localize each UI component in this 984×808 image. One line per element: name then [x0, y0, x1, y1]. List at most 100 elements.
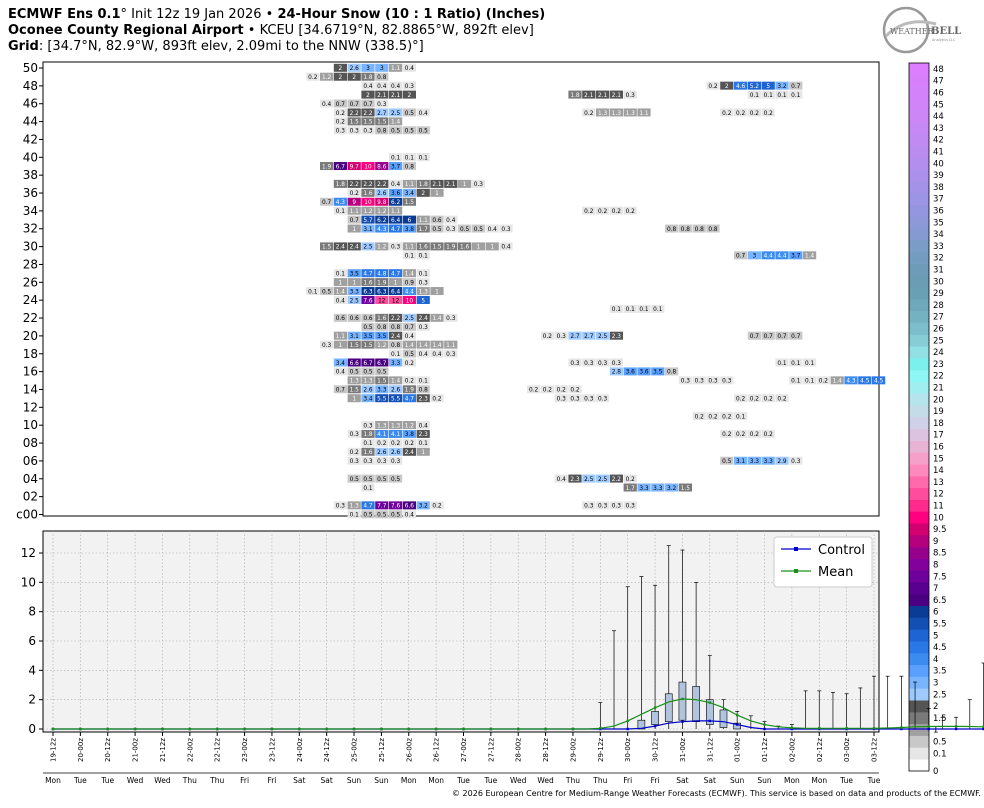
control-marker	[982, 727, 984, 731]
table-cell-value: 0.6	[336, 316, 346, 322]
table-cell-value: 0.1	[419, 379, 429, 385]
colorbar-swatch	[909, 487, 929, 500]
colorbar-swatch	[909, 310, 929, 323]
table-cell: 5.5	[375, 394, 389, 403]
table-cell: 1.3	[623, 108, 637, 117]
table-cell-fill	[375, 278, 389, 287]
table-cell: 0.8	[665, 367, 679, 376]
table-cell-fill	[775, 90, 789, 99]
table-cell-value: 0.3	[446, 227, 456, 233]
colorbar-label: 37	[933, 195, 944, 205]
table-cell-value: 0.3	[363, 459, 373, 465]
table-cell-value: 0.4	[446, 218, 456, 224]
x-tick-label: 27-00z	[460, 738, 468, 762]
table-cell: 0.3	[582, 501, 596, 510]
table-cell-fill	[347, 224, 361, 233]
table-cell-value: 9.7	[350, 164, 360, 170]
box	[705, 699, 714, 725]
table-cell: 0.1	[623, 304, 637, 313]
table-cell-value: 0.1	[336, 209, 346, 215]
table-cell-fill	[844, 376, 858, 385]
legend-mean-label: Mean	[818, 565, 853, 580]
x-day-label: Thu	[209, 776, 224, 785]
table-cell-value: 1	[435, 191, 439, 197]
table-cell: 1	[430, 188, 444, 197]
colorbar-swatch	[909, 393, 929, 406]
table-cell-value: 0.2	[764, 111, 774, 117]
table-cell-fill	[347, 99, 361, 108]
table-cell-value: 0.7	[736, 254, 746, 260]
table-cell: 1.2	[375, 340, 389, 349]
table-cell-value: 2.5	[405, 316, 415, 322]
table-cell: 0.3	[692, 376, 706, 385]
table-cell-fill	[333, 242, 347, 251]
table-cell-value: 0.3	[598, 397, 608, 403]
table-cell: 1.4	[430, 313, 444, 322]
mean-line	[53, 698, 984, 730]
table-cell-fill	[761, 394, 775, 403]
table-cell: 1.2	[375, 206, 389, 215]
table-cell: 0.1	[803, 376, 817, 385]
table-cell-fill	[789, 251, 803, 260]
table-cell-value: 3.6	[626, 370, 636, 376]
table-cell: 0.8	[706, 224, 720, 233]
table-cell-fill	[830, 376, 844, 385]
table-cell-fill	[402, 429, 416, 438]
table-cell-value: 0.5	[377, 370, 387, 376]
table-cell-fill	[416, 340, 430, 349]
table-cell-value: 0.1	[639, 307, 649, 313]
mean-marker	[216, 727, 219, 731]
location-name: Oconee County Regional Airport	[8, 23, 244, 38]
table-cell-fill	[389, 126, 403, 135]
product-name: 24-Hour Snow (10 : 1 Ratio) (Inches)	[277, 7, 546, 22]
table-cell-fill	[402, 358, 416, 367]
table-cell-value: 2.7	[377, 111, 387, 117]
table-cell-value: 1.8	[570, 93, 580, 99]
table-cell-value: 0.3	[557, 397, 567, 403]
table-cell: 0.1	[416, 438, 430, 447]
table-cell: 0.1	[333, 269, 347, 277]
x-day-label: Mon	[428, 776, 444, 785]
table-cell: 4.1	[389, 429, 403, 438]
table-cell-value: 6.6	[350, 361, 360, 367]
table-cell-fill	[458, 179, 472, 188]
table-cell: 6	[402, 215, 416, 224]
table-cell-value: 6.4	[391, 289, 401, 295]
table-cell-fill	[389, 295, 403, 304]
table-cell-fill	[389, 313, 403, 322]
table-cell-fill	[609, 358, 623, 367]
table-cell: 0.7	[333, 385, 347, 394]
table-cell: 0.3	[706, 376, 720, 385]
table-cell-fill	[361, 99, 375, 108]
table-cell-fill	[720, 456, 734, 465]
table-cell-value: 0.1	[419, 155, 429, 161]
table-cell: 1.4	[803, 251, 817, 260]
header-line-1: ECMWF Ens 0.1° Init 12z 19 Jan 2026 • 24…	[8, 6, 545, 23]
table-cell-value: 0.1	[350, 513, 360, 519]
table-cell-fill	[333, 287, 347, 296]
table-cell: 4.7	[361, 501, 375, 510]
table-cell: 0.5	[347, 367, 361, 376]
table-cell-fill	[402, 295, 416, 304]
table-cell-fill	[347, 108, 361, 117]
table-cell: 2.1	[609, 90, 623, 99]
table-cell-value: 0.2	[750, 432, 760, 438]
member-label: 10	[23, 418, 38, 432]
table-cell: 4.7	[389, 269, 403, 277]
colorbar-label: 11	[933, 502, 944, 512]
table-cell: 0.7	[361, 99, 375, 108]
table-cell: 4.3	[333, 197, 347, 206]
table-cell: 0.2	[347, 188, 361, 197]
table-cell-value: 1.6	[419, 245, 429, 251]
table-cell-value: 0.8	[377, 129, 387, 135]
colorbar-label: 20	[933, 395, 944, 405]
table-cell-value: 0.8	[695, 227, 705, 233]
x-tick-label: 30-12z	[652, 738, 660, 762]
table-cell-fill	[347, 340, 361, 349]
table-cell-value: 2.1	[584, 93, 594, 99]
colorbar-label: 0	[933, 767, 938, 777]
colorbar-swatch	[909, 605, 929, 618]
table-cell-fill	[347, 269, 361, 278]
table-cell: 0.2	[761, 108, 775, 117]
x-day-label: Tue	[867, 776, 881, 785]
